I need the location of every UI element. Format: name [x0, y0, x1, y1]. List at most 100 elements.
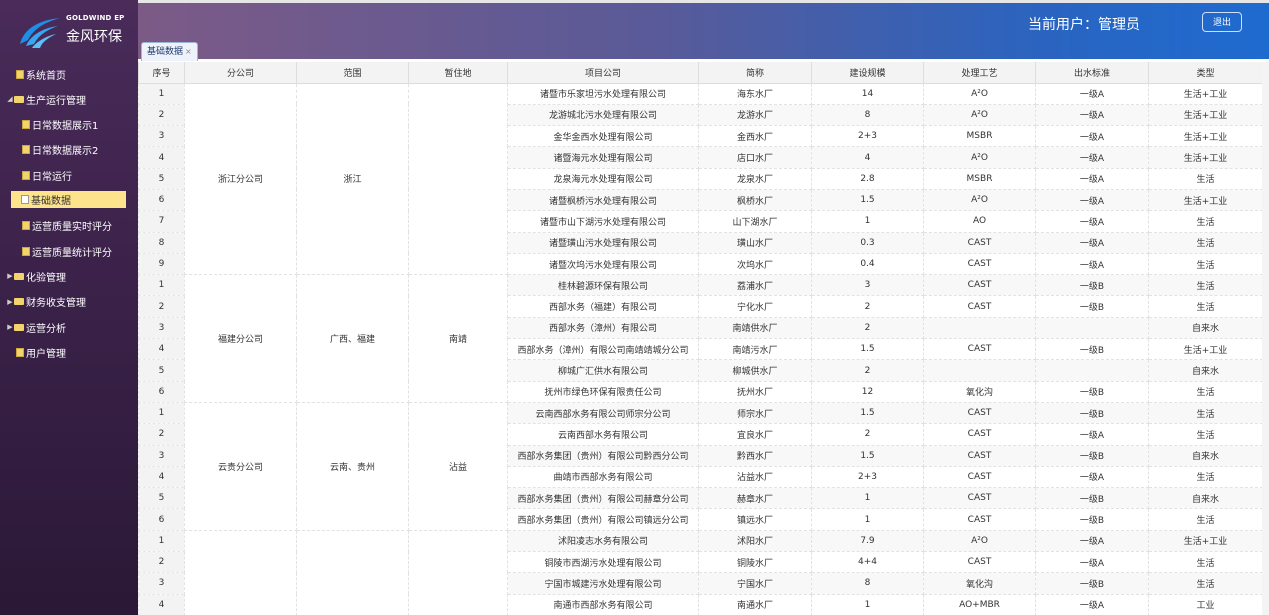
folder-icon [14, 323, 24, 331]
effluent-standard-cell [1035, 316, 1149, 340]
type-cell: 自来水 [1148, 316, 1263, 340]
capacity-cell: 1 [811, 210, 924, 233]
effluent-standard-cell: 一级A [1035, 593, 1149, 615]
column-header[interactable]: 分公司 [184, 62, 297, 84]
project-company-cell: 诸暨海元水处理有限公司 [507, 146, 699, 169]
row-index: 9 [138, 252, 185, 276]
sidebar-item-label: 用户管理 [26, 348, 66, 360]
process-cell: CAST [923, 551, 1036, 574]
column-header[interactable]: 项目公司 [507, 62, 699, 84]
table-row[interactable]: 4 南通市西部水务有限公司 南通水厂 1 AO+MBR 一级A 工业 [138, 593, 1263, 615]
column-header[interactable]: 序号 [138, 62, 185, 84]
table-row[interactable]: 4 诸暨海元水处理有限公司 店口水厂 4 A²O 一级A 生活+工业 [138, 146, 1263, 169]
project-company-cell: 西部水务（漳州）有限公司南靖靖城分公司 [507, 338, 699, 361]
type-cell: 工业 [1148, 593, 1263, 615]
close-icon[interactable]: × [185, 47, 192, 56]
sidebar-item-label: 日常数据展示2 [32, 146, 99, 158]
table-row[interactable]: 6 诸暨枫桥污水处理有限公司 枫桥水厂 1.5 A²O 一级A 生活+工业 [138, 188, 1263, 212]
table-row[interactable]: 2 云南西部水务有限公司 宜良水厂 2 CAST 一级A 生活 [138, 423, 1263, 446]
scope-cell: 浙江 [296, 82, 409, 276]
table-row[interactable]: 7 诸暨市山下湖污水处理有限公司 山下湖水厂 1 AO 一级A 生活 [138, 210, 1263, 233]
sidebar-item-label: 运营分析 [26, 323, 66, 335]
capacity-cell: 4 [811, 146, 924, 169]
process-cell: A²O [923, 188, 1036, 212]
effluent-standard-cell: 一级A [1035, 465, 1149, 489]
location-cell [408, 82, 508, 276]
sidebar-item-3[interactable]: 日常数据展示2 [0, 140, 138, 160]
folder-icon [14, 298, 24, 306]
table-row[interactable]: 4 曲靖市西部水务有限公司 沾益水厂 2+3 CAST 一级A 生活 [138, 465, 1263, 489]
column-header[interactable]: 处理工艺 [923, 62, 1036, 84]
capacity-cell: 2 [811, 359, 924, 382]
column-header[interactable]: 暂住地 [408, 62, 508, 84]
type-cell: 生活+工业 [1148, 103, 1263, 127]
sidebar-item-8[interactable]: ▶ 化验管理 [0, 266, 138, 286]
sidebar-item-1[interactable]: ◢ 生产运行管理 [0, 89, 138, 109]
short-name-cell: 店口水厂 [698, 146, 812, 169]
table-row[interactable]: 1 浙江分公司 浙江 诸暨市乐家坦污水处理有限公司 海东水厂 14 A²O 一级A 生活+工业 [138, 82, 1263, 276]
effluent-standard-cell: 一级B [1035, 380, 1149, 403]
column-header[interactable]: 范围 [296, 62, 409, 84]
type-cell: 自来水 [1148, 359, 1263, 382]
logo: GOLDWIND EP 金风环保 [16, 12, 131, 52]
top-border [0, 0, 1269, 3]
table-row[interactable]: 6 抚州市绿色环保有限责任公司 抚州水厂 12 氧化沟 一级B 生活 [138, 380, 1263, 403]
data-grid: 序号 分公司 范围 暂住地 项目公司 简称 建设规模 处理工艺 出水标准 类型 1 浙江分公司 浙江诸… [138, 62, 1269, 615]
table-row[interactable]: 5 柳城广汇供水有限公司 柳城供水厂 2 自来水 [138, 359, 1263, 382]
table-row[interactable]: 1 云贵分公司 云南、贵州 沾益 云南西部水务有限公司师宗分公司 师宗水厂 1.5 CAST 一… [138, 401, 1263, 531]
table-row[interactable]: 5 西部水务集团（贵州）有限公司赫章分公司 赫章水厂 1 CAST 一级B 自来水 [138, 487, 1263, 510]
table-row[interactable]: 3 金华金西水处理有限公司 金西水厂 2+3 MSBR 一级A 生活+工业 [138, 125, 1263, 148]
row-index: 6 [138, 380, 185, 403]
sidebar-item-10[interactable]: ▶ 运营分析 [0, 317, 138, 337]
row-index: 2 [138, 295, 185, 318]
sidebar-item-2[interactable]: 日常数据展示1 [0, 115, 138, 135]
process-cell: MSBR [923, 167, 1036, 190]
type-cell: 生活 [1148, 167, 1263, 190]
table-row[interactable]: 2 龙游城北污水处理有限公司 龙游水厂 8 A²O 一级A 生活+工业 [138, 103, 1263, 127]
column-header[interactable]: 出水标准 [1035, 62, 1149, 84]
short-name-cell: 南靖污水厂 [698, 338, 812, 361]
table-row[interactable]: 2 西部水务（福建）有限公司 宁化水厂 2 CAST 一级B 生活 [138, 295, 1263, 318]
location-cell: 南靖 [408, 274, 508, 403]
process-cell [923, 359, 1036, 382]
tab-basic-data[interactable]: 基础数据 × [141, 42, 198, 61]
short-name-cell: 海东水厂 [698, 82, 812, 105]
sidebar-item-6[interactable]: 运营质量实时评分 [0, 216, 138, 236]
capacity-cell: 1 [811, 508, 924, 531]
table-row[interactable]: 3 宁国市城建污水处理有限公司 宁国水厂 8 氧化沟 一级B 生活 [138, 572, 1263, 595]
row-index: 3 [138, 125, 185, 148]
column-header[interactable]: 简称 [698, 62, 812, 84]
sidebar-item-7[interactable]: 运营质量统计评分 [0, 241, 138, 261]
sidebar-item-9[interactable]: ▶ 财务收支管理 [0, 292, 138, 312]
column-header[interactable]: 建设规模 [811, 62, 924, 84]
expanded-arrow-icon[interactable]: ◢ [7, 95, 13, 104]
logo-text-cn: 金风环保 [66, 29, 122, 45]
collapsed-arrow-icon[interactable]: ▶ [7, 323, 13, 331]
column-header[interactable]: 类型 [1148, 62, 1263, 84]
table-row[interactable]: 1 福建分公司 广西、福建 南靖 桂林碧源环保有限公司 荔浦水厂 3 CAST 一级B 生活 [138, 274, 1263, 403]
location-cell [408, 529, 508, 615]
process-cell: A²O [923, 529, 1036, 553]
project-company-cell: 诸暨次坞污水处理有限公司 [507, 252, 699, 276]
scope-cell [296, 529, 409, 615]
sidebar-item-4[interactable]: 日常运行 [0, 165, 138, 185]
effluent-standard-cell: 一级A [1035, 103, 1149, 127]
file-icon [22, 120, 30, 130]
effluent-standard-cell: 一级A [1035, 529, 1149, 553]
type-cell: 生活 [1148, 231, 1263, 254]
sidebar-item-11[interactable]: 用户管理 [0, 342, 138, 362]
collapsed-arrow-icon[interactable]: ▶ [7, 297, 13, 306]
capacity-cell: 1.5 [811, 401, 924, 425]
sidebar-item-5[interactable]: 基础数据 [11, 190, 126, 208]
vertical-scrollbar[interactable] [1262, 62, 1269, 615]
row-index: 5 [138, 359, 185, 382]
logout-button[interactable]: 退出 [1202, 12, 1242, 32]
table-row[interactable]: 9 诸暨次坞污水处理有限公司 次坞水厂 0.4 CAST 一级A 生活 [138, 252, 1263, 276]
short-name-cell: 师宗水厂 [698, 401, 812, 425]
project-company-cell: 西部水务集团（贵州）有限公司镇远分公司 [507, 508, 699, 531]
collapsed-arrow-icon[interactable]: ▶ [7, 272, 13, 281]
table-row[interactable]: 1 沭阳凌志水务有限公司 沭阳水厂 7.9 A²O 一级A 生活+工业 [138, 529, 1263, 615]
row-index: 6 [138, 508, 185, 531]
effluent-standard-cell: 一级B [1035, 295, 1149, 318]
sidebar-item-0[interactable]: 系统首页 [0, 64, 138, 84]
